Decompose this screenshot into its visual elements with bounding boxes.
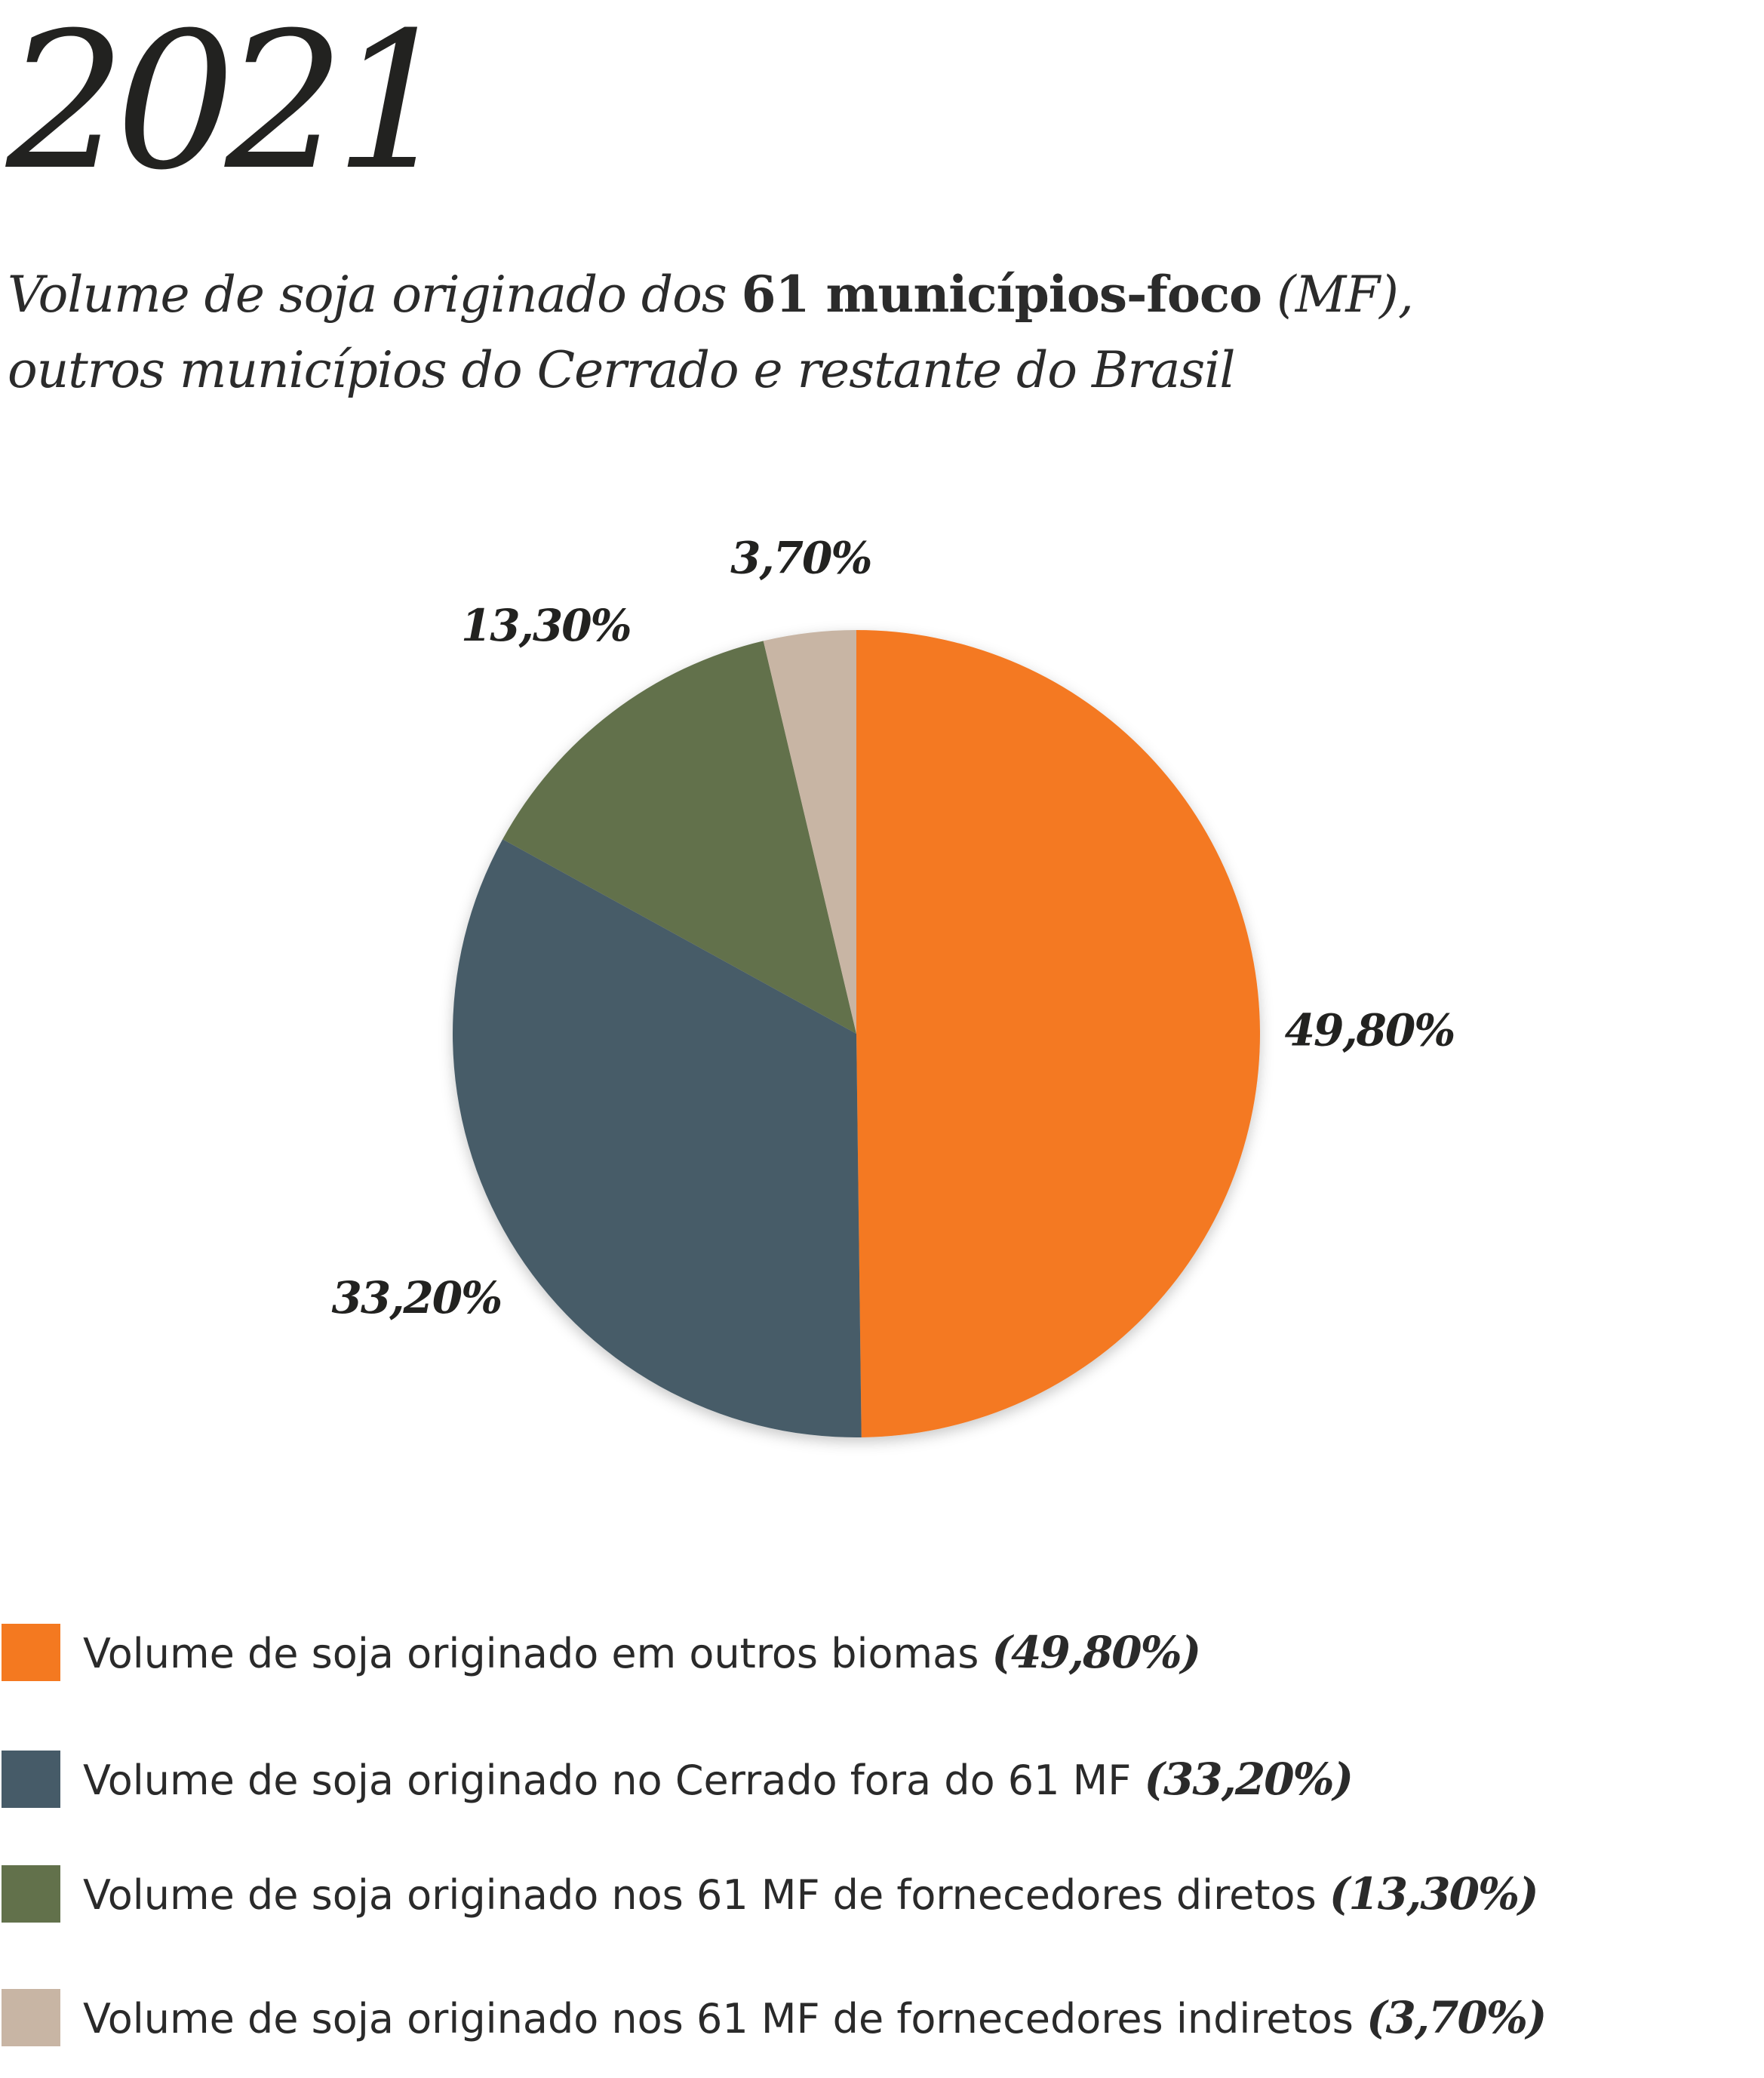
legend-label: Volume de soja originado nos 61 MF de fo…: [83, 1864, 1539, 1926]
subtitle-bold: 61 municípios-foco: [741, 265, 1262, 324]
legend-item: Volume de soja originado nos 61 MF de fo…: [0, 1864, 1764, 1924]
legend-label: Volume de soja originado nos 61 MF de fo…: [83, 1987, 1547, 2049]
pie-slice: [856, 630, 1261, 1437]
legend-text: Volume de soja originado nos 61 MF de fo…: [83, 1995, 1367, 2043]
slice-value-label: 33,20%: [332, 1272, 502, 1323]
slice-value-label: 3,70%: [730, 532, 871, 583]
legend-percentage: (3,70%): [1366, 1992, 1547, 2043]
pie-slice: [502, 641, 856, 1034]
legend-item: Volume de soja originado em outros bioma…: [0, 1622, 1764, 1683]
legend-text: Volume de soja originado nos 61 MF de fo…: [83, 1871, 1329, 1919]
slice-value-label: 49,80%: [1285, 1005, 1455, 1056]
legend-label: Volume de soja originado em outros bioma…: [83, 1622, 1202, 1684]
subtitle-part1: Volume de soja originado dos: [8, 266, 742, 324]
legend-percentage: (13,30%): [1329, 1868, 1539, 1920]
pie-slice: [453, 839, 862, 1437]
pie-labels: 49,80% 33,20% 13,30% 3,70%: [332, 532, 1456, 1323]
legend-swatch: [2, 1624, 60, 1681]
legend-item: Volume de soja originado no Cerrado fora…: [0, 1749, 1764, 1809]
subtitle-line2: outros municípios do Cerrado e restante …: [8, 341, 1235, 399]
subtitle-part2: (MF),: [1262, 266, 1414, 324]
legend-text: Volume de soja originado no Cerrado fora…: [83, 1757, 1145, 1804]
legend-text: Volume de soja originado em outros bioma…: [83, 1630, 992, 1677]
legend-item: Volume de soja originado nos 61 MF de fo…: [0, 1987, 1764, 2048]
chart-subtitle: Volume de soja originado dos 61 municípi…: [8, 257, 1743, 408]
legend-swatch: [2, 1865, 60, 1923]
chart-year-title: 2021: [6, 0, 454, 211]
pie-chart: 49,80% 33,20% 13,30% 3,70%: [332, 532, 1456, 1437]
legend-label: Volume de soja originado no Cerrado fora…: [83, 1749, 1354, 1811]
legend-percentage: (49,80%): [991, 1627, 1202, 1678]
slice-value-label: 13,30%: [461, 600, 631, 651]
legend-swatch: [2, 1751, 60, 1808]
legend-swatch: [2, 1989, 60, 2046]
pie-slices: [453, 630, 1261, 1437]
legend-percentage: (33,20%): [1144, 1754, 1354, 1805]
pie-slice: [763, 630, 856, 1034]
